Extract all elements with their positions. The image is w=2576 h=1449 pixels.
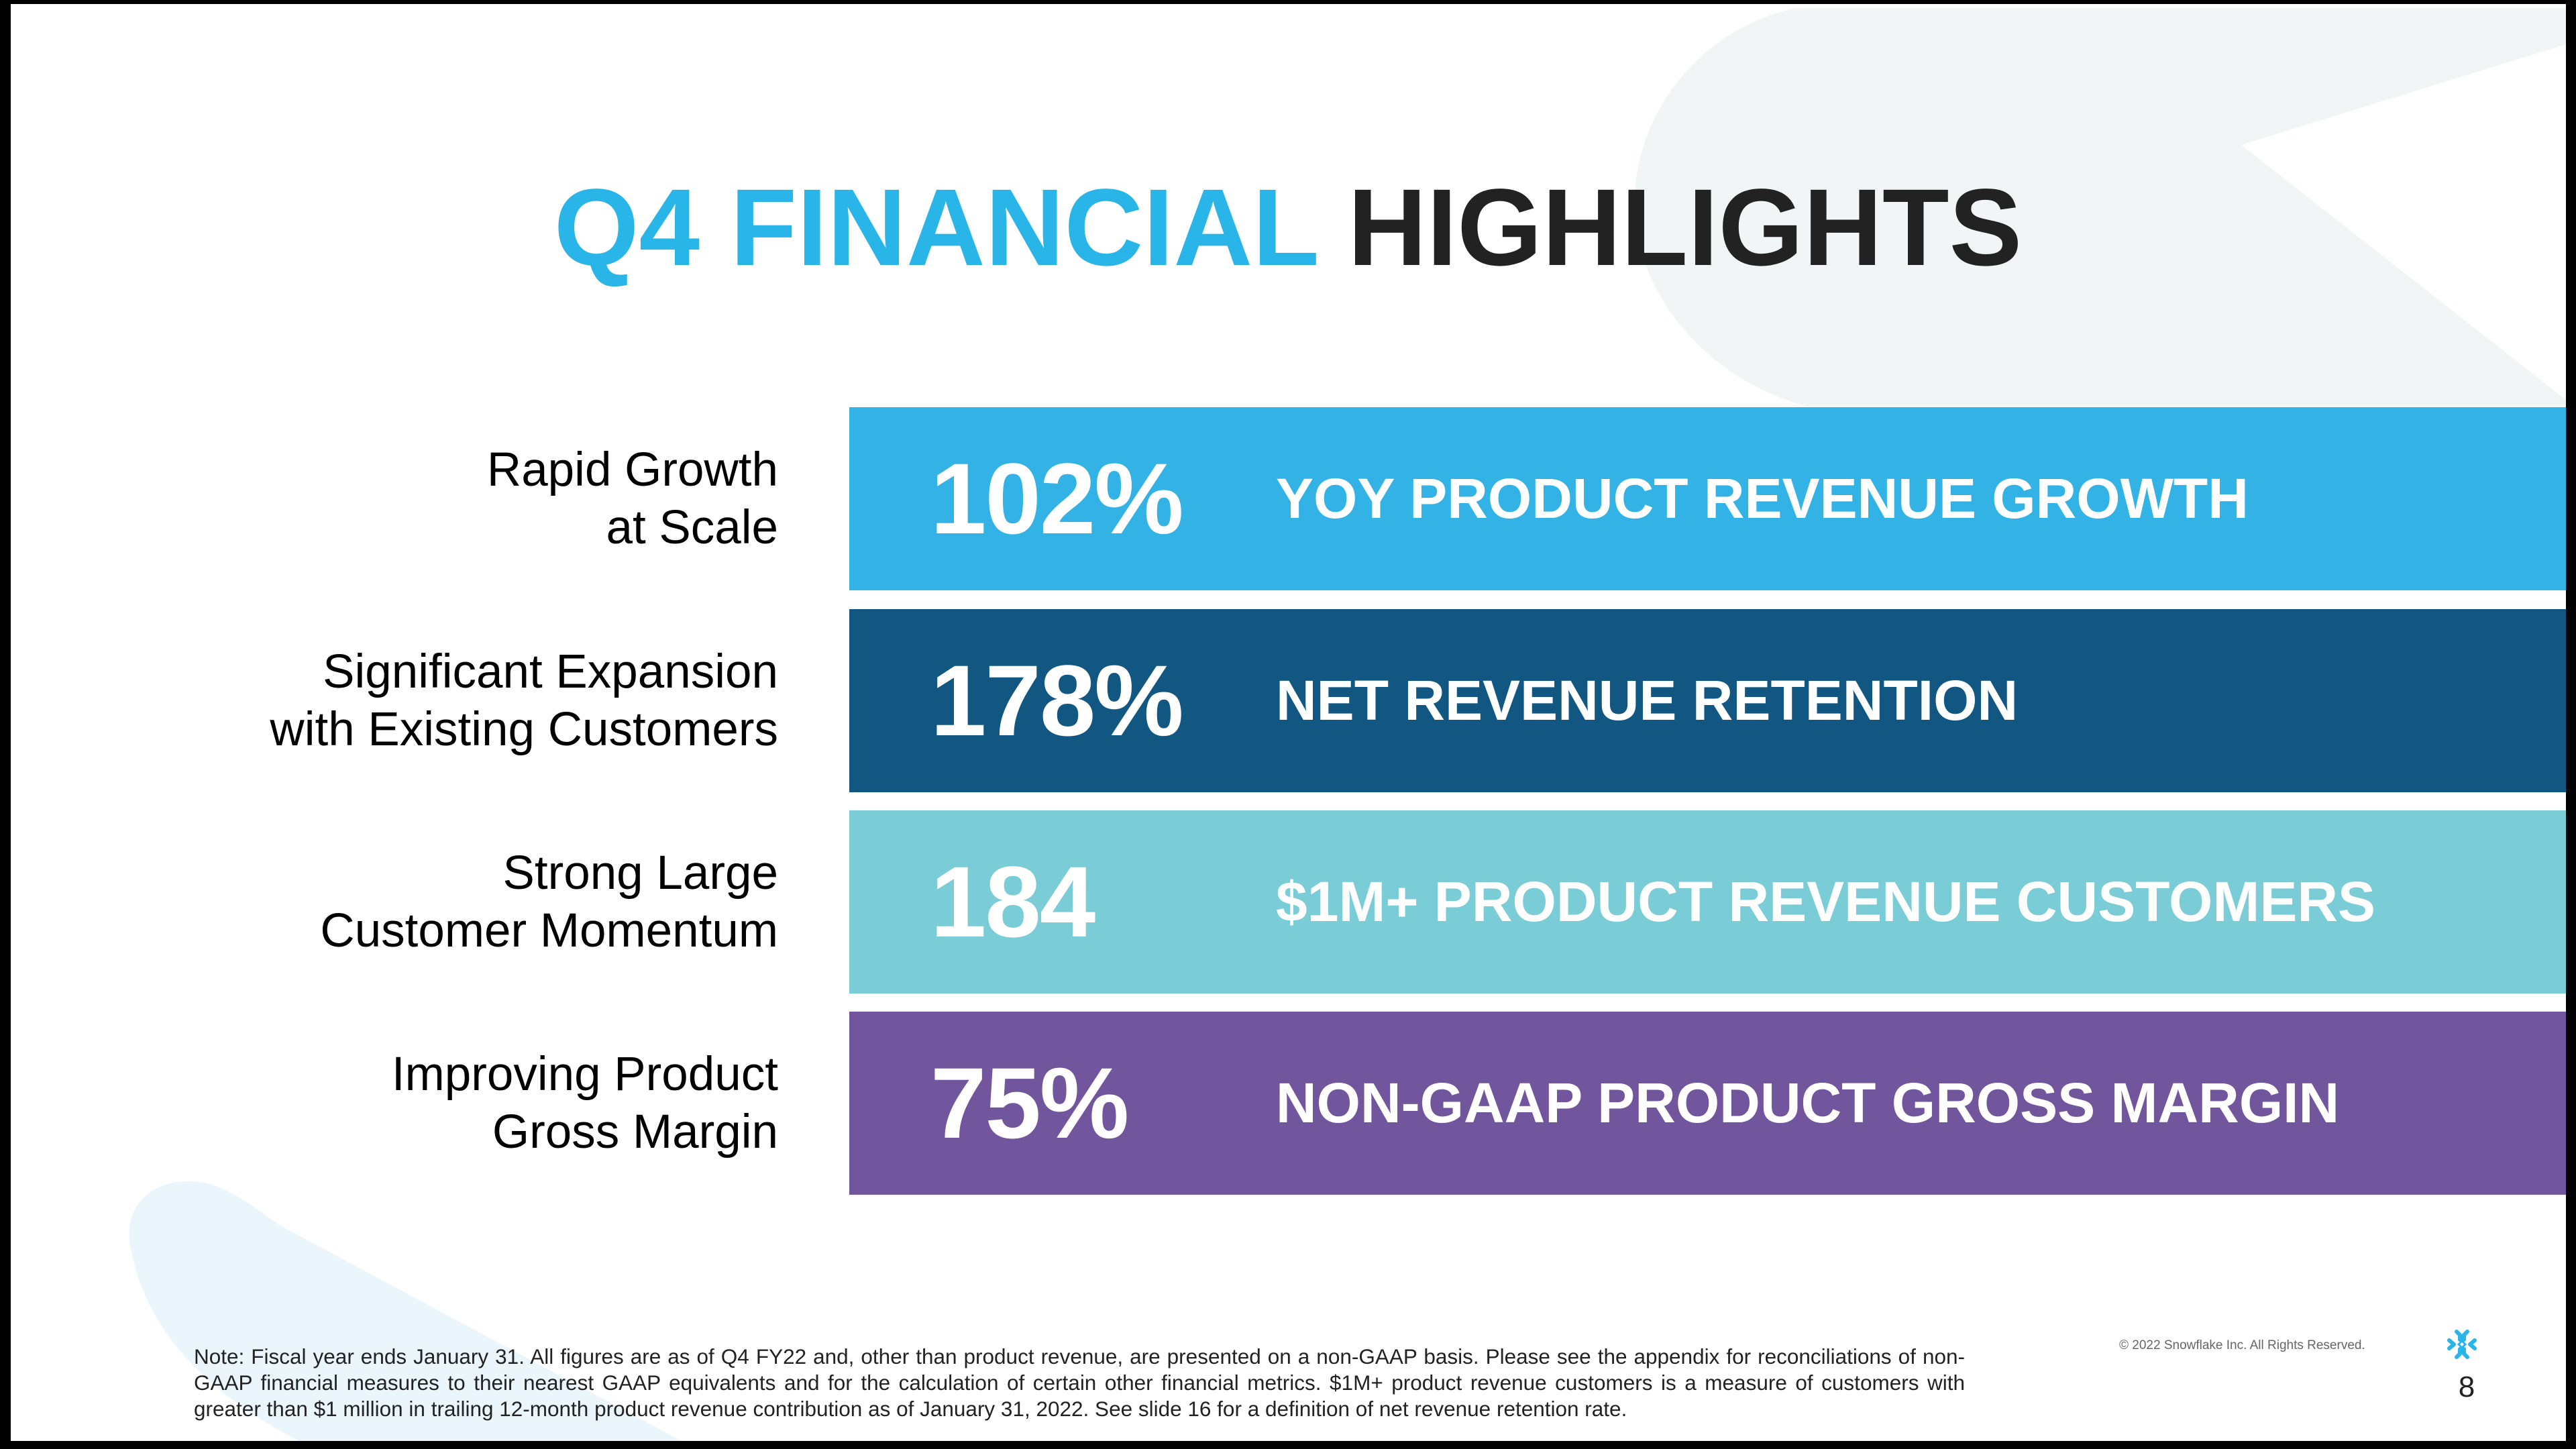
category-line-2: at Scale [606,500,778,554]
footnote: Note: Fiscal year ends January 31. All f… [194,1344,1965,1421]
page-title: Q4 FINANCIAL HIGHLIGHTS [11,167,2566,288]
highlight-category: Strong Large Customer Momentum [320,810,778,994]
category-line-1: Improving Product [391,1047,778,1101]
page-number: 8 [2458,1371,2475,1403]
bg-blob-shape [129,1181,682,1441]
highlight-category: Rapid Growth at Scale [487,407,778,590]
category-line-1: Strong Large [502,846,778,900]
copyright: © 2022 Snowflake Inc. All Rights Reserve… [2119,1338,2365,1352]
category-line-1: Significant Expansion [323,645,778,698]
highlight-label: $1M+ PRODUCT REVENUE CUSTOMERS [1276,870,2376,933]
highlight-value: 184 [930,845,1095,958]
highlight-category: Improving Product Gross Margin [392,1012,778,1195]
background-decoration [129,8,2566,1441]
highlight-row: Improving Product Gross Margin 75% NON-G… [11,1012,2566,1195]
highlight-label: NON-GAAP PRODUCT GROSS MARGIN [1276,1071,2340,1134]
highlight-row: Significant Expansion with Existing Cust… [11,609,2566,792]
category-line-1: Rapid Growth [486,443,778,496]
highlight-value: 178% [930,644,1184,757]
title-accent: Q4 FINANCIAL [553,166,1318,288]
highlight-bar: 178% NET REVENUE RETENTION [849,609,2566,792]
slide: Q4 FINANCIAL HIGHLIGHTS Rapid Growth at … [11,4,2566,1441]
highlight-row: Rapid Growth at Scale 102% YOY PRODUCT R… [11,407,2566,590]
category-line-2: Customer Momentum [320,904,778,957]
highlight-bar: 75% NON-GAAP PRODUCT GROSS MARGIN [849,1012,2566,1195]
highlight-bar: 102% YOY PRODUCT REVENUE GROWTH [849,407,2566,590]
highlight-label: YOY PRODUCT REVENUE GROWTH [1276,467,2249,530]
highlight-row: Strong Large Customer Momentum 184 $1M+ … [11,810,2566,994]
snowflake-logo-icon [2447,1330,2477,1359]
highlight-category: Significant Expansion with Existing Cust… [270,609,778,792]
highlight-value: 102% [930,442,1184,555]
bg-chevron-shape [1634,8,2566,407]
highlight-label: NET REVENUE RETENTION [1276,669,2019,732]
title-rest: HIGHLIGHTS [1317,166,2023,288]
category-line-2: Gross Margin [492,1105,778,1159]
highlight-bar: 184 $1M+ PRODUCT REVENUE CUSTOMERS [849,810,2566,994]
highlight-value: 75% [930,1046,1129,1159]
category-line-2: with Existing Customers [270,702,778,756]
